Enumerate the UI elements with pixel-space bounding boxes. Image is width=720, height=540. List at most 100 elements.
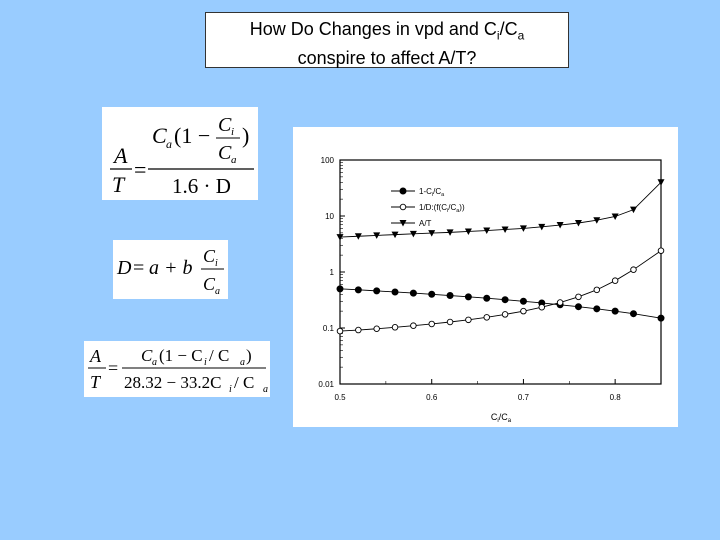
eq3-num-sub2: i xyxy=(204,357,207,368)
data-point xyxy=(593,286,601,294)
eq1-num-ca: C xyxy=(152,123,167,148)
eq1-inner-num-sub: i xyxy=(231,126,234,138)
eq2-frac-num: C xyxy=(203,246,216,266)
data-point xyxy=(611,277,619,284)
eq1-num-paren-close: ) xyxy=(242,123,249,148)
data-point xyxy=(336,327,344,335)
series-line xyxy=(339,181,662,238)
y-tick-label: 1 xyxy=(330,268,335,277)
x-tick-label: 0.6 xyxy=(426,393,438,402)
data-point xyxy=(574,219,582,227)
eq3-num-c: C xyxy=(141,346,153,365)
eq2-frac-den: C xyxy=(203,274,216,294)
legend-label: 1/D:(f(Ci/Ca)) xyxy=(419,203,465,214)
x-tick-label: 0.5 xyxy=(334,393,346,402)
data-point xyxy=(520,307,527,315)
data-point xyxy=(630,266,637,273)
x-tick-label: 0.8 xyxy=(610,393,622,402)
chart-panel: 0.01 0.1 1 10 100 0.5 0.6 0.7 0.8 1-Ci/Ca 1/D:(f… xyxy=(293,127,678,427)
legend-label: A/T xyxy=(419,219,432,228)
eq1-num-paren-open: (1 − xyxy=(174,123,210,148)
series-0 xyxy=(336,285,665,322)
eq2-frac-num-sub: i xyxy=(215,258,218,269)
data-point xyxy=(446,318,454,326)
data-point xyxy=(464,293,472,301)
data-point xyxy=(593,217,601,224)
data-point xyxy=(556,299,564,306)
y-tick-label: 100 xyxy=(321,156,335,165)
legend-marker xyxy=(399,220,407,227)
y-axis: 0.01 0.1 1 10 100 xyxy=(318,156,345,389)
data-point xyxy=(538,303,546,311)
title-text-b: /C xyxy=(499,19,518,39)
eq1-lhs-num: A xyxy=(112,143,128,168)
data-point xyxy=(657,314,665,322)
equation-at-definition: A T = C a (1 − C i C a ) 1.6 · D xyxy=(102,107,258,200)
eq1-inner-num: C xyxy=(218,114,232,136)
eq2-equals: = xyxy=(133,257,144,279)
x-axis-label: Ci/Ca xyxy=(491,412,512,424)
data-point xyxy=(593,305,601,313)
data-point xyxy=(629,206,637,214)
data-point xyxy=(373,232,381,239)
data-point xyxy=(446,292,454,300)
eq3-num-sub3: a xyxy=(240,357,245,368)
data-point xyxy=(428,290,436,298)
chart-svg: 0.01 0.1 1 10 100 0.5 0.6 0.7 0.8 1-Ci/Ca 1/D:(f… xyxy=(318,156,665,424)
data-point xyxy=(575,293,582,301)
data-point xyxy=(556,222,564,229)
eq3-num-rest: (1 − C xyxy=(159,346,203,365)
eq3-lhs-num: A xyxy=(89,346,102,366)
title-line-2: conspire to affect A/T? xyxy=(297,47,477,68)
data-point xyxy=(336,285,344,293)
data-point xyxy=(501,226,509,233)
eq3-den-rest: / C xyxy=(234,373,254,392)
data-point xyxy=(464,228,472,235)
eq2-rhs: a + b xyxy=(149,257,193,279)
data-point xyxy=(428,230,436,237)
data-point xyxy=(611,307,619,315)
eq1-den: 1.6 · D xyxy=(172,174,231,198)
eq3-equals: = xyxy=(108,358,118,378)
data-point xyxy=(657,247,665,254)
series-line xyxy=(339,250,662,332)
data-point xyxy=(373,287,381,295)
series-2 xyxy=(336,179,665,241)
y-tick-label: 10 xyxy=(325,212,334,221)
legend-label: 1-Ci/Ca xyxy=(419,187,445,198)
equation-d-definition: D = a + b C i C a xyxy=(113,240,228,299)
x-tick-label: 0.7 xyxy=(518,393,530,402)
data-point xyxy=(483,227,491,235)
eq3-lhs-den: T xyxy=(90,372,102,392)
legend-marker xyxy=(399,187,407,195)
data-point xyxy=(465,316,472,324)
data-point xyxy=(391,324,399,331)
slide-title: How Do Changes in vpd and Ci/Ca conspire… xyxy=(205,12,569,68)
data-point xyxy=(336,234,344,241)
data-point xyxy=(446,229,454,236)
eq1-lhs-den: T xyxy=(112,172,126,197)
data-point xyxy=(519,297,527,305)
data-point xyxy=(519,225,527,232)
x-axis: 0.5 0.6 0.7 0.8 xyxy=(334,379,621,402)
data-point xyxy=(373,325,380,332)
eq3-num-sub: a xyxy=(152,357,157,368)
eq3-den-sub2: a xyxy=(263,384,268,395)
legend-marker xyxy=(399,203,407,211)
eq1-inner-den: C xyxy=(218,142,232,164)
data-point xyxy=(629,310,637,318)
series-1 xyxy=(336,247,665,335)
data-point xyxy=(391,231,399,239)
data-point xyxy=(657,179,665,186)
data-point xyxy=(410,322,417,329)
data-point xyxy=(538,223,546,231)
data-point xyxy=(354,233,362,240)
data-point xyxy=(483,294,491,302)
data-point xyxy=(409,289,417,297)
data-point xyxy=(428,320,435,328)
eq2-lhs: D xyxy=(116,257,132,279)
data-point xyxy=(409,230,417,238)
title-text-a: How Do Changes in vpd and C xyxy=(249,19,497,39)
equation-at-empirical: A T = C a (1 − C i / C a ) 28.32 − 33.2C… xyxy=(84,341,270,397)
eq1-num-ca-sub: a xyxy=(166,137,172,151)
